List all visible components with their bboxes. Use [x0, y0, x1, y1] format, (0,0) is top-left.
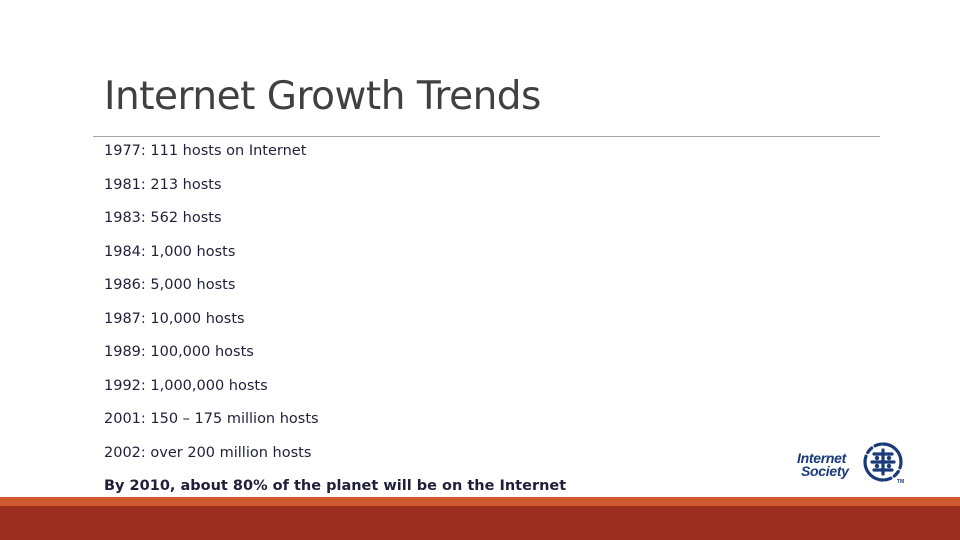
bullet-item-2010-projection: By 2010, about 80% of the planet will be… — [104, 478, 567, 494]
bullet-item-1984: 1984: 1,000 hosts — [104, 243, 236, 260]
bullet-item-1987: 1987: 10,000 hosts — [104, 310, 245, 327]
bullet-item-1986: 1986: 5,000 hosts — [104, 277, 236, 293]
bullet-item-2002: 2002: over 200 million hosts — [104, 444, 312, 461]
internet-society-logo: Internet Society TM — [793, 438, 913, 488]
bullet-list: 1977: 111 hosts on Internet 1981: 213 ho… — [104, 140, 566, 509]
bullet-item-1977: 1977: 111 hosts on Internet — [104, 143, 307, 159]
bullet-item-1992: 1992: 1,000,000 hosts — [104, 377, 268, 394]
bullet-item-1981: 1981: 213 hosts — [104, 176, 222, 193]
logo-trademark: TM — [897, 479, 905, 485]
title-divider — [93, 136, 880, 137]
bullet-item-2001: 2001: 150 – 175 million hosts — [104, 411, 319, 427]
bullet-item-1983: 1983: 562 hosts — [104, 210, 222, 226]
slide-title: Internet Growth Trends — [104, 74, 541, 119]
footer-bar — [0, 506, 960, 540]
bullet-item-1989: 1989: 100,000 hosts — [104, 344, 254, 360]
footer-accent-bar — [0, 497, 960, 506]
logo-word-internet: Internet — [797, 450, 846, 466]
internet-society-globe-icon — [863, 442, 903, 482]
logo-word-society: Society — [801, 463, 849, 479]
